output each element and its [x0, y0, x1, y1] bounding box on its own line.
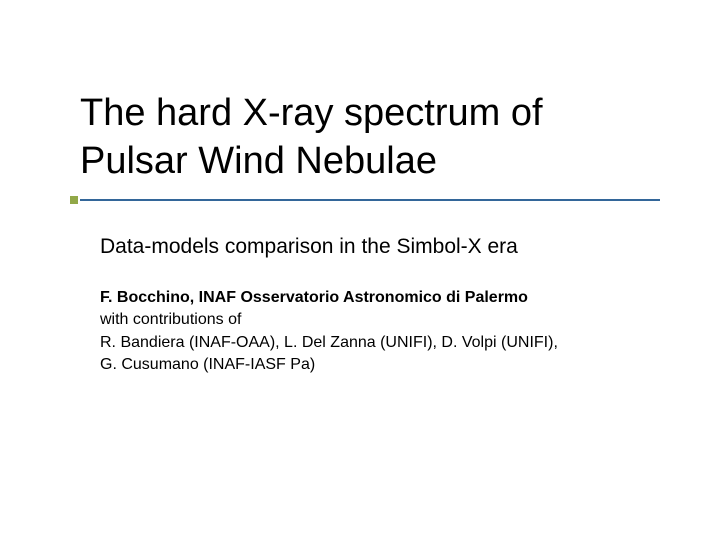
contributors-line-1: R. Bandiera (INAF-OAA), L. Del Zanna (UN…	[100, 332, 660, 354]
authors-block: F. Bocchino, INAF Osservatorio Astronomi…	[100, 287, 660, 377]
slide: The hard X-ray spectrum of Pulsar Wind N…	[0, 0, 720, 540]
with-contributions-label: with contributions of	[100, 309, 660, 331]
title-rule	[80, 199, 660, 201]
contributors-line-2: G. Cusumano (INAF-IASF Pa)	[100, 354, 660, 376]
slide-title: The hard X-ray spectrum of Pulsar Wind N…	[80, 90, 660, 185]
slide-subtitle: Data-models comparison in the Simbol-X e…	[100, 235, 660, 259]
lead-author: F. Bocchino, INAF Osservatorio Astronomi…	[100, 287, 660, 309]
rule-line	[80, 199, 660, 201]
